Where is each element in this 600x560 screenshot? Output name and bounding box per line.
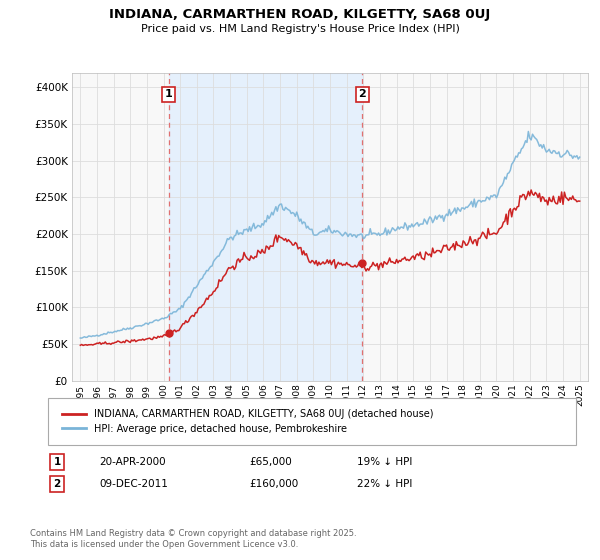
Bar (169, 73, 362, 381)
Text: Price paid vs. HM Land Registry's House Price Index (HPI): Price paid vs. HM Land Registry's House … (140, 24, 460, 34)
Text: 1: 1 (53, 457, 61, 467)
FancyBboxPatch shape (48, 398, 576, 445)
Text: Contains HM Land Registry data © Crown copyright and database right 2025.
This d: Contains HM Land Registry data © Crown c… (30, 529, 356, 549)
Text: INDIANA, CARMARTHEN ROAD, KILGETTY, SA68 0UJ: INDIANA, CARMARTHEN ROAD, KILGETTY, SA68… (109, 8, 491, 21)
Text: £65,000: £65,000 (249, 457, 292, 467)
Text: 22% ↓ HPI: 22% ↓ HPI (357, 479, 412, 489)
Legend: INDIANA, CARMARTHEN ROAD, KILGETTY, SA68 0UJ (detached house), HPI: Average pric: INDIANA, CARMARTHEN ROAD, KILGETTY, SA68… (58, 405, 437, 438)
Text: 20-APR-2000: 20-APR-2000 (99, 457, 166, 467)
Text: 19% ↓ HPI: 19% ↓ HPI (357, 457, 412, 467)
Text: £160,000: £160,000 (249, 479, 298, 489)
Text: 09-DEC-2011: 09-DEC-2011 (99, 479, 168, 489)
Text: 2: 2 (358, 90, 366, 99)
Text: 1: 1 (164, 90, 172, 99)
Text: 2: 2 (53, 479, 61, 489)
